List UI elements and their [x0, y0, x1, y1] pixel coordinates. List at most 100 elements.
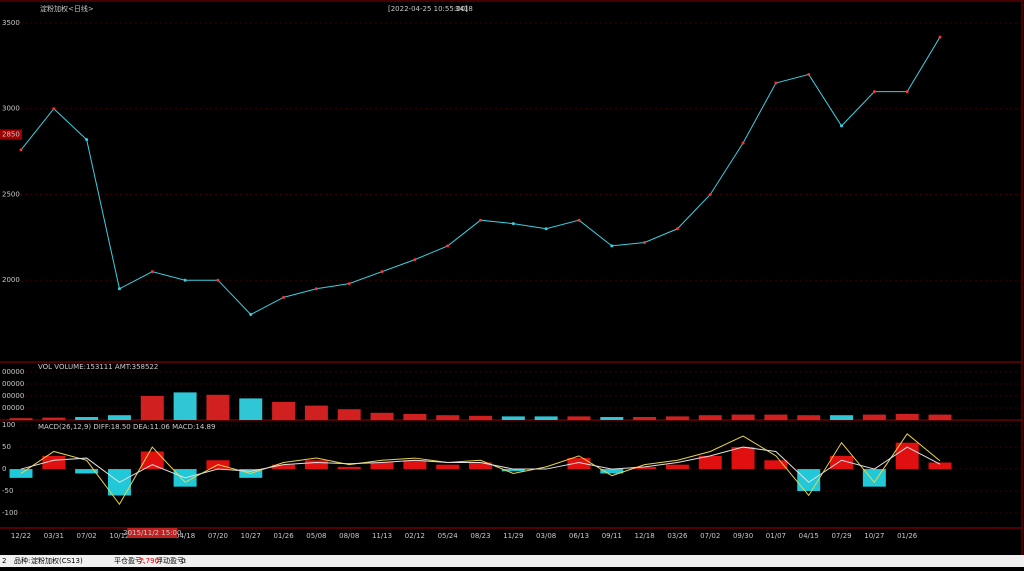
price-point	[52, 107, 56, 111]
volume-bar	[567, 416, 591, 420]
x-tick-label: 09/30	[733, 532, 753, 540]
price-point	[216, 278, 220, 282]
x-tick-label: 04/18	[175, 532, 195, 540]
y-tick-label: 00000	[2, 404, 24, 412]
price-point	[774, 81, 778, 85]
cursor-label-bg	[127, 528, 178, 538]
x-tick-label: 07/20	[208, 532, 228, 540]
macd-bar	[928, 462, 952, 470]
price-point	[610, 244, 614, 248]
price-point	[282, 295, 286, 299]
x-tick-label: 11/29	[503, 532, 523, 540]
macd-bar	[501, 469, 525, 472]
volume-bar	[928, 414, 952, 420]
price-point	[347, 282, 351, 286]
x-tick-label: 07/02	[700, 532, 720, 540]
x-tick-label: 12/18	[635, 532, 655, 540]
macd-bar	[895, 442, 919, 470]
macd-bar	[567, 458, 591, 470]
price-point	[708, 192, 712, 196]
x-tick-label: 05/08	[306, 532, 326, 540]
x-tick-label: 04/15	[799, 532, 819, 540]
macd-bar	[665, 464, 689, 470]
price-point	[905, 90, 909, 94]
macd-bar	[698, 455, 722, 470]
price-point	[479, 218, 482, 222]
y-tick-label: 3000	[2, 105, 20, 113]
price-point	[741, 141, 745, 145]
price-point	[807, 72, 811, 76]
volume-bar	[42, 417, 66, 420]
status-bar	[0, 555, 1024, 567]
macd-bar	[469, 462, 492, 470]
y-tick-label: 0	[2, 465, 6, 473]
volume-bar	[633, 417, 657, 420]
volume-bar	[895, 414, 919, 420]
y-tick-label: 2500	[2, 190, 20, 198]
price-point	[314, 287, 318, 291]
price-point	[183, 278, 187, 282]
x-tick-label: 11/13	[372, 532, 392, 540]
x-tick-label: 01/26	[897, 532, 918, 540]
price-point	[938, 35, 942, 39]
status-product[interactable]: 淀粉加权(CS13)	[31, 556, 83, 565]
macd-bar	[304, 460, 328, 470]
volume-bar	[830, 415, 854, 420]
price-point	[19, 148, 23, 152]
y-tick-label: -50	[2, 487, 13, 495]
price-point	[675, 227, 679, 231]
volume-bar	[600, 417, 624, 420]
volume-bar	[403, 414, 427, 420]
x-tick-label: 10/27	[864, 532, 884, 540]
price-point	[544, 227, 548, 231]
price-marker-bg	[0, 129, 22, 140]
macd-bar	[797, 469, 821, 492]
volume-bar	[206, 394, 230, 420]
timestamp: [2022-04-25 10:55:00]	[388, 5, 468, 13]
x-tick-label: 10/27	[241, 532, 261, 540]
volume-bar	[9, 418, 33, 420]
volume-bar	[731, 414, 755, 420]
price-point	[85, 138, 89, 142]
macd-bar	[862, 469, 886, 487]
panel-title: MACD(26,12,9) DIFF:18.50 DEA:11.06 MACD:…	[38, 423, 215, 431]
volume-bar	[764, 414, 788, 420]
x-tick-label: 03/31	[44, 532, 64, 540]
macd-line	[20, 433, 941, 506]
last-price: 3418	[455, 5, 473, 13]
panel-title: VOL VOLUME:153111 AMT:358522	[38, 363, 158, 371]
volume-bar	[436, 415, 460, 420]
volume-bar	[304, 405, 328, 420]
y-tick-label: 00000	[2, 392, 24, 400]
macd-bar	[764, 460, 788, 470]
price-point	[840, 124, 844, 128]
macd-bar	[731, 447, 755, 470]
price-point	[150, 270, 154, 274]
status-value: 0	[181, 557, 185, 565]
volume-bar	[665, 416, 689, 420]
price-point	[380, 270, 384, 274]
status-value: 7,790	[139, 557, 159, 565]
x-tick-label: 03/26	[667, 532, 688, 540]
macd-line	[20, 446, 941, 483]
x-tick-label: 03/08	[536, 532, 556, 540]
volume-bar	[173, 392, 197, 420]
x-tick-label: 08/08	[339, 532, 359, 540]
y-tick-label: 50	[2, 443, 11, 451]
price-point	[117, 287, 121, 291]
price-point	[643, 240, 647, 244]
y-tick-label: -100	[2, 509, 18, 517]
y-tick-label: 00000	[2, 380, 24, 388]
x-tick-label: 07/29	[831, 532, 851, 540]
y-tick-label: 2000	[2, 276, 20, 284]
volume-bar	[797, 415, 821, 420]
volume-bar	[862, 414, 886, 420]
x-tick-label: 09/11	[602, 532, 622, 540]
status-label: 品种:	[14, 556, 30, 565]
x-tick-label: 01/26	[273, 532, 294, 540]
status-page: 2	[2, 557, 6, 565]
macd-bar	[403, 460, 427, 470]
cursor-label: 2015/11/2 15:00	[123, 529, 181, 537]
y-tick-label: 100	[2, 421, 15, 429]
